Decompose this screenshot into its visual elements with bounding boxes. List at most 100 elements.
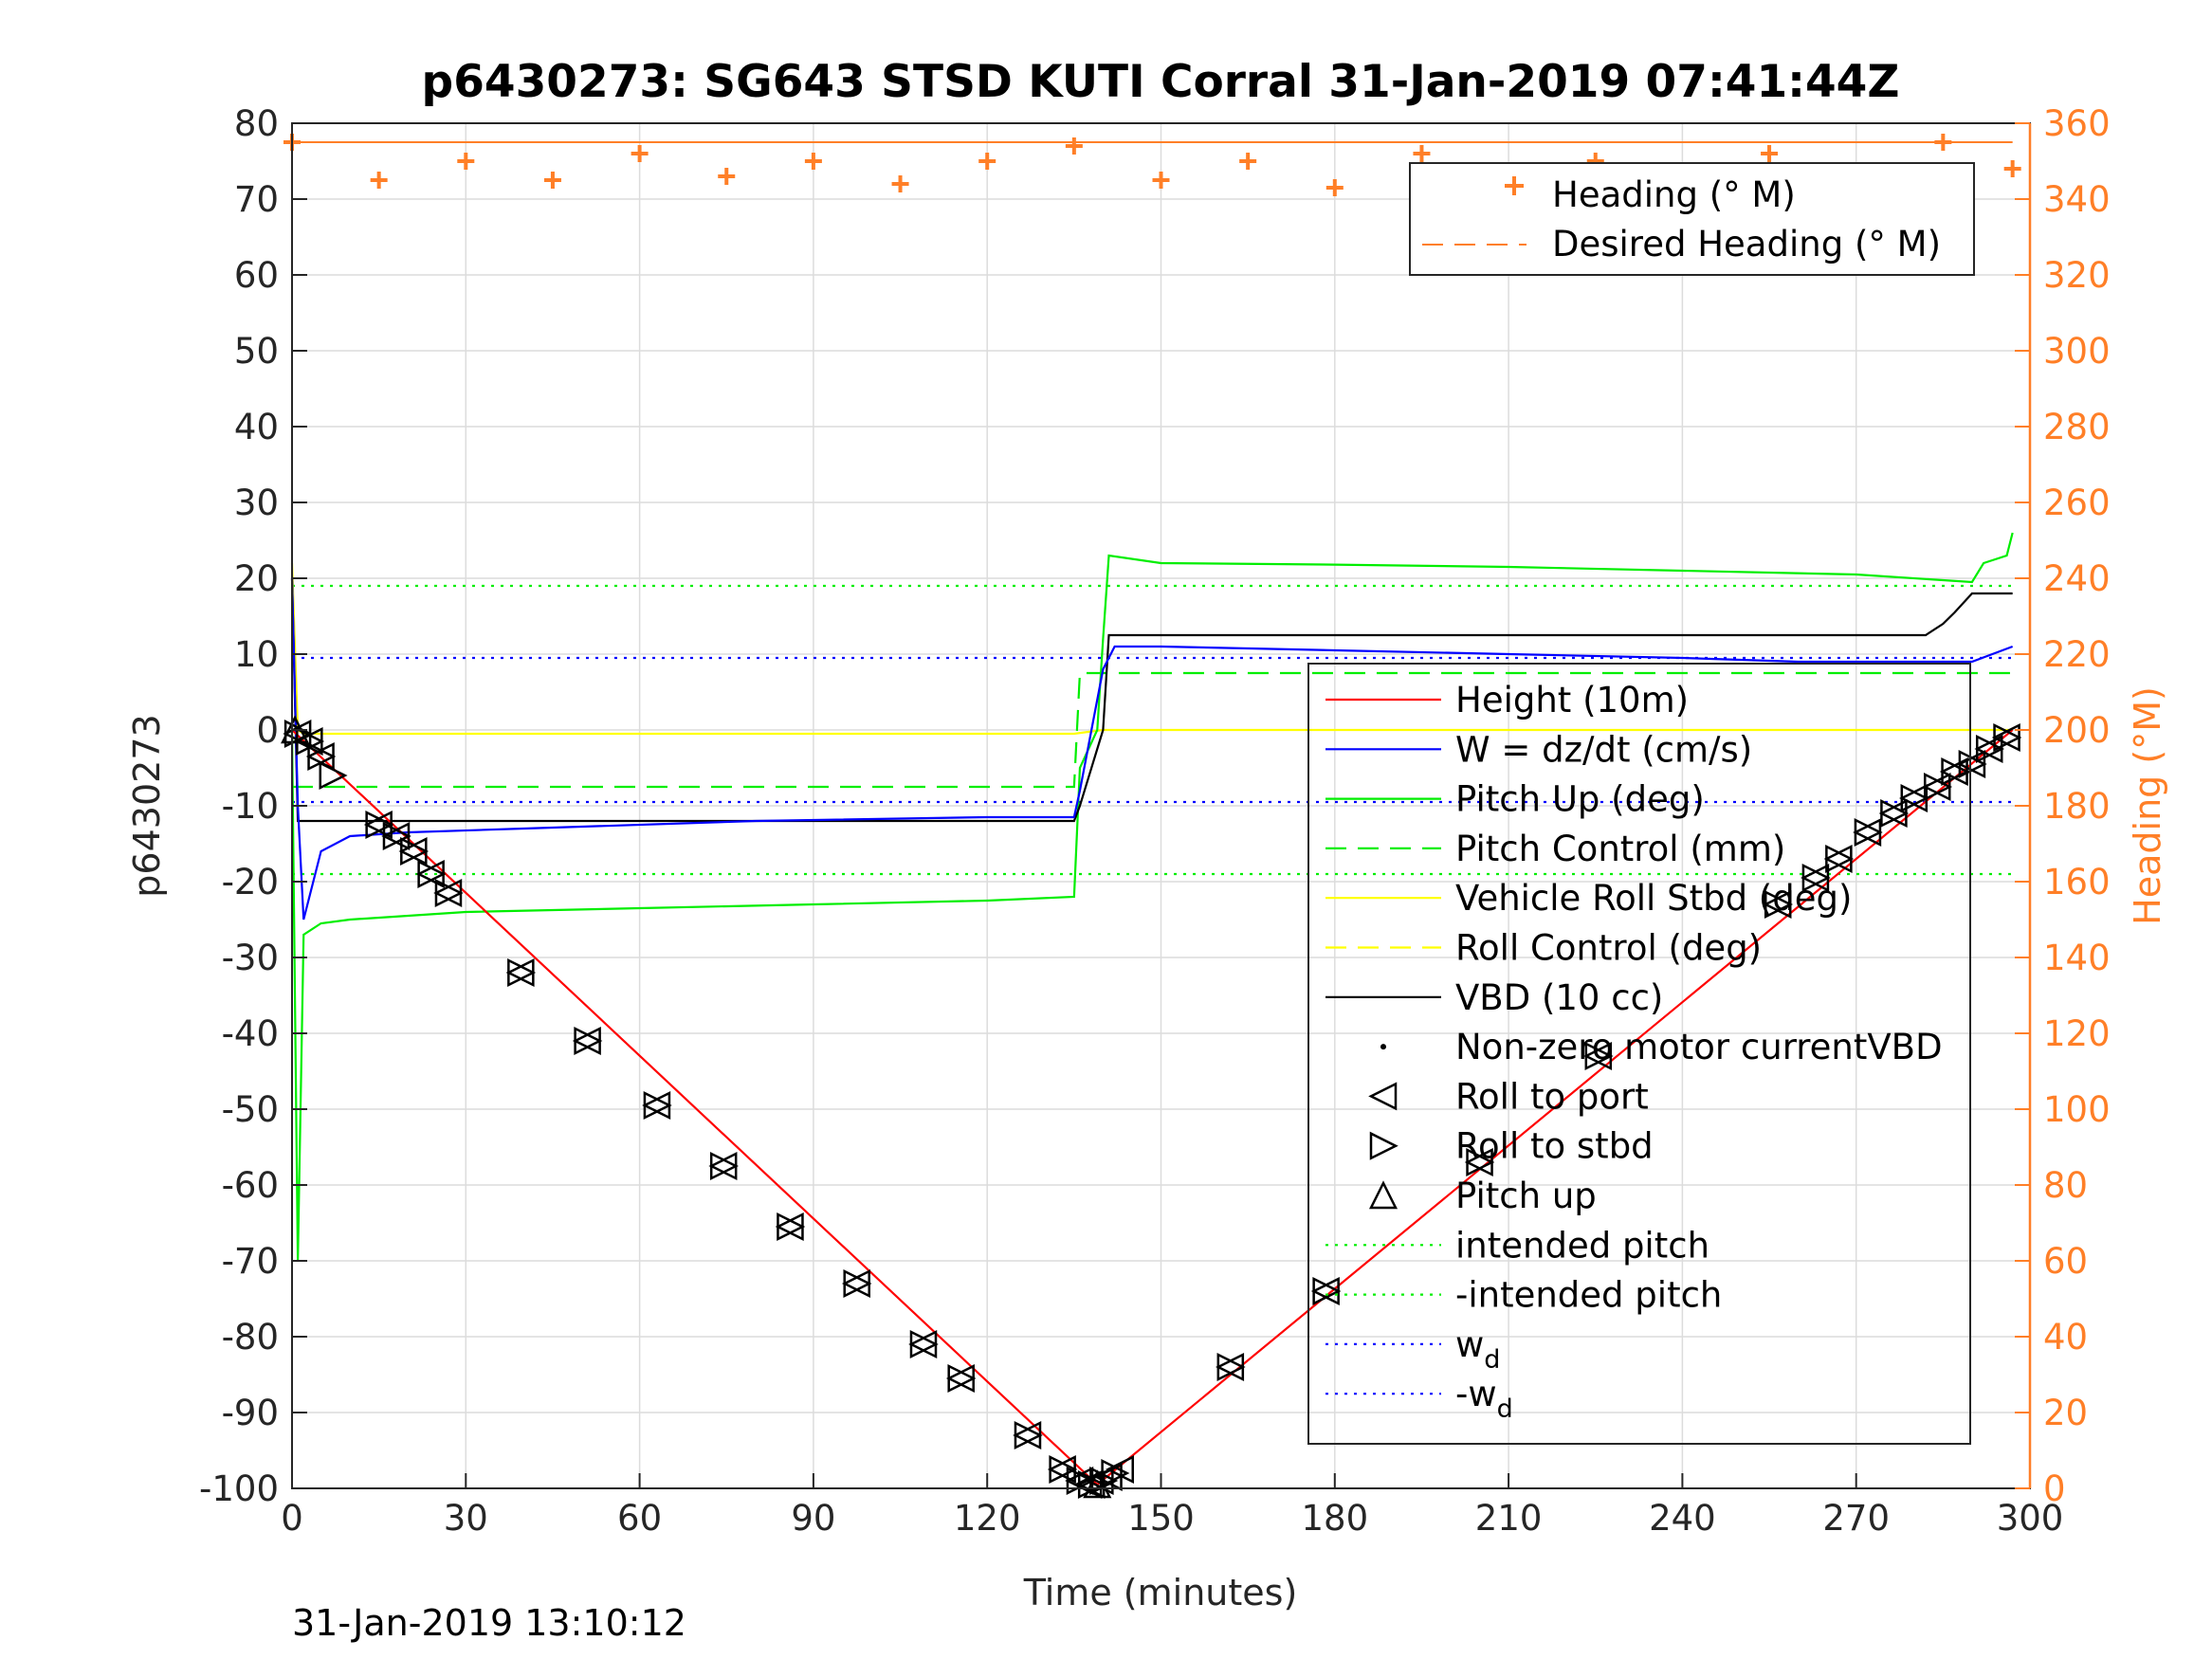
legend-roll-to-port-swatch bbox=[1368, 1082, 1398, 1111]
roll-to-stbd-marker bbox=[1801, 863, 1831, 893]
w-line bbox=[290, 577, 2014, 921]
y2-tick-label: 60 bbox=[2043, 1241, 2088, 1282]
y-tick-label: -10 bbox=[222, 786, 279, 827]
heading-point bbox=[1239, 153, 1257, 170]
x-tick-label: 300 bbox=[1997, 1498, 2064, 1539]
legend-heading-label: Desired Heading (° M) bbox=[1552, 224, 1941, 264]
heading-point bbox=[1413, 145, 1431, 162]
legend-main-label: Pitch Control (mm) bbox=[1455, 829, 1785, 869]
roll-to-stbd-marker bbox=[1923, 772, 1953, 802]
plot-area bbox=[281, 134, 2022, 1500]
y2-tick-label: 100 bbox=[2043, 1089, 2111, 1130]
x-tick-label: 240 bbox=[1649, 1498, 1716, 1539]
x-axis-label: Time (minutes) bbox=[1023, 1572, 1298, 1613]
y-tick-label: -30 bbox=[222, 938, 279, 978]
legend-main-label: intended pitch bbox=[1455, 1225, 1709, 1266]
roll-to-stbd-marker bbox=[1900, 783, 1929, 813]
legend-main-box bbox=[1307, 663, 1971, 1445]
legend-main-label: Roll to port bbox=[1455, 1076, 1649, 1117]
heading-point bbox=[457, 153, 475, 170]
pitch-up-marker bbox=[1083, 1469, 1112, 1499]
heading-point bbox=[1065, 137, 1083, 155]
roll-to-stbd-marker bbox=[1993, 722, 2022, 753]
legend-dot-swatch bbox=[1380, 1044, 1386, 1050]
y-tick-label: -50 bbox=[222, 1089, 279, 1130]
heading-point bbox=[2003, 160, 2021, 177]
timestamp-footer: 31-Jan-2019 13:10:12 bbox=[292, 1602, 686, 1644]
y-tick-label: 80 bbox=[234, 103, 279, 144]
y-tick-label: 40 bbox=[234, 407, 279, 447]
y2-tick-label: 320 bbox=[2043, 255, 2111, 296]
heading-point bbox=[978, 153, 996, 170]
roll-to-stbd-marker bbox=[1941, 757, 1970, 787]
y-tick-label: 10 bbox=[234, 634, 279, 675]
pitch-control-line bbox=[292, 671, 2013, 789]
y-tick-label: -80 bbox=[222, 1317, 279, 1358]
chart-title: p6430273: SG643 STSD KUTI Corral 31-Jan-… bbox=[422, 56, 1900, 108]
y-tick-label: -90 bbox=[222, 1393, 279, 1433]
y-tick-label: 70 bbox=[234, 179, 279, 220]
legend-main-label: Pitch up bbox=[1455, 1176, 1597, 1216]
y2-tick-label: 160 bbox=[2043, 862, 2111, 902]
x-tick-label: 60 bbox=[617, 1498, 662, 1539]
roll-to-stbd-marker bbox=[643, 1090, 672, 1121]
roll-to-stbd-marker bbox=[1880, 798, 1910, 829]
y2-tick-label: 20 bbox=[2043, 1393, 2088, 1433]
roll-to-stbd-marker bbox=[400, 836, 430, 866]
roll-to-stbd-marker bbox=[843, 1268, 872, 1299]
y-tick-label: 0 bbox=[256, 710, 279, 751]
roll-to-stbd-marker bbox=[947, 1363, 977, 1394]
legend-main: Height (10m) W = dz/dt (cm/s) Pitch Up (de… bbox=[1307, 663, 1971, 1445]
roll-to-stbd-marker bbox=[1825, 844, 1855, 874]
roll-to-stbd-marker bbox=[1466, 1147, 1495, 1177]
heading-point bbox=[631, 145, 649, 162]
roll-to-stbd-marker bbox=[1958, 749, 1987, 779]
x-tick-label: 270 bbox=[1822, 1498, 1890, 1539]
roll-to-stbd-marker bbox=[1049, 1454, 1078, 1485]
y-tick-label: -20 bbox=[222, 862, 279, 902]
legend-main-label: Roll to stbd bbox=[1455, 1126, 1654, 1167]
y2-tick-label: 220 bbox=[2043, 634, 2111, 675]
pitch-up-line bbox=[290, 532, 2014, 1262]
x-tick-label: 30 bbox=[444, 1498, 488, 1539]
y2-tick-label: 120 bbox=[2043, 1013, 2111, 1054]
roll-to-stbd-marker bbox=[1312, 1276, 1342, 1306]
roll-to-stbd-marker bbox=[365, 810, 394, 840]
legend-main-label: Vehicle Roll Stbd (deg) bbox=[1455, 878, 1852, 919]
y-tick-label: 30 bbox=[234, 483, 279, 523]
y-tick-label: 20 bbox=[234, 558, 279, 599]
y2-tick-label: 240 bbox=[2043, 558, 2111, 599]
legend-main-label: Roll Control (deg) bbox=[1455, 928, 1762, 969]
y-tick-label: 50 bbox=[234, 331, 279, 372]
heading-point bbox=[891, 175, 909, 192]
heading-point bbox=[804, 153, 822, 170]
roll-line bbox=[290, 562, 2013, 736]
roll-to-stbd-marker bbox=[1216, 1352, 1246, 1382]
y2-tick-label: 280 bbox=[2043, 407, 2111, 447]
roll-to-stbd-marker bbox=[417, 859, 447, 889]
roll-to-stbd-marker bbox=[574, 1026, 603, 1056]
heading-point bbox=[1325, 179, 1344, 196]
heading-point bbox=[543, 172, 561, 189]
x-tick-label: 90 bbox=[791, 1498, 835, 1539]
y-axis-label: p6430273 bbox=[126, 714, 168, 897]
legend-heading-swatch bbox=[1505, 176, 1524, 195]
legend-heading-label: Heading (° M) bbox=[1552, 174, 1796, 215]
roll-to-stbd-marker bbox=[507, 957, 537, 988]
legend-main-label: Non-zero motor currentVBD bbox=[1455, 1027, 1943, 1067]
legend-main-label: Pitch Up (deg) bbox=[1455, 779, 1705, 820]
roll-to-stbd-marker bbox=[1584, 1041, 1614, 1071]
y2-tick-label: 0 bbox=[2043, 1468, 2066, 1509]
y2-tick-label: 180 bbox=[2043, 786, 2111, 827]
heading-point bbox=[718, 168, 736, 185]
x-tick-label: 0 bbox=[281, 1498, 303, 1539]
roll-to-stbd-marker bbox=[319, 760, 348, 791]
legend-pitch-up-swatch bbox=[1368, 1180, 1398, 1210]
x-tick-label: 120 bbox=[954, 1498, 1021, 1539]
roll-to-stbd-marker bbox=[709, 1151, 739, 1181]
roll-to-stbd-marker bbox=[1764, 889, 1794, 920]
legend-roll-to-stbd-swatch bbox=[1369, 1131, 1398, 1160]
y2-tick-label: 200 bbox=[2043, 710, 2111, 751]
heading-point bbox=[1761, 145, 1779, 162]
